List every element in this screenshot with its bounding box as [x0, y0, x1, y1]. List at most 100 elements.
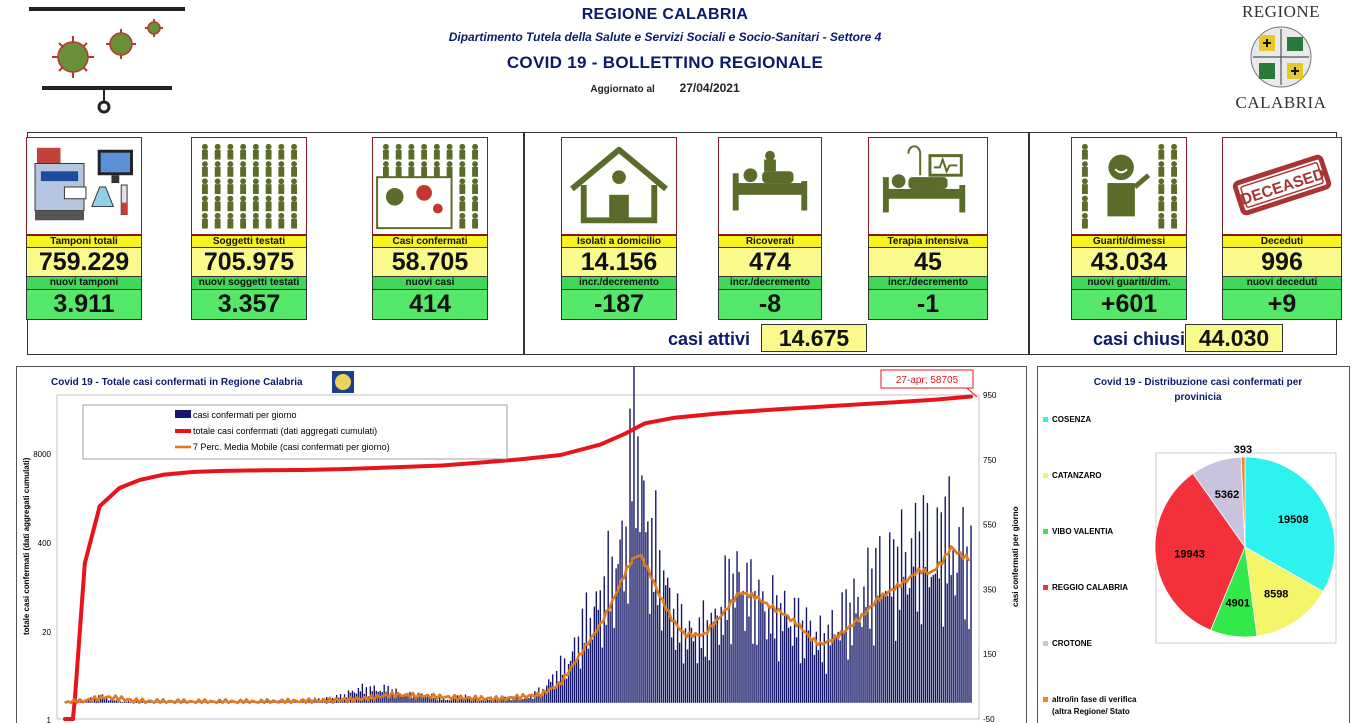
person-icon	[1158, 161, 1165, 167]
daily-bar	[417, 693, 419, 703]
daily-bar	[266, 700, 268, 703]
daily-bar	[577, 636, 580, 703]
person-icon	[227, 184, 234, 195]
daily-bar	[892, 539, 895, 703]
daily-bar	[740, 593, 742, 703]
daily-bar	[621, 520, 623, 703]
daily-bar	[954, 595, 956, 703]
daily-bar	[415, 698, 417, 703]
person-icon	[227, 195, 234, 202]
daily-bar	[129, 701, 132, 703]
pie-title-line1: Covid 19 - Distribuzione casi confermati…	[1094, 377, 1302, 388]
daily-bar	[690, 627, 693, 703]
daily-bar	[774, 638, 776, 703]
daily-bar	[480, 700, 483, 703]
daily-bar	[914, 502, 917, 703]
person-icon	[240, 143, 247, 150]
daily-bar	[857, 596, 859, 703]
stat-label: Tamponi totali	[26, 235, 142, 248]
person-icon	[214, 212, 221, 219]
daily-bar	[823, 633, 825, 703]
daily-bar	[865, 607, 867, 703]
daily-bar	[419, 696, 421, 703]
daily-bar	[107, 700, 110, 703]
person-icon	[1171, 218, 1177, 229]
daily-bar	[793, 597, 796, 703]
daily-bar	[712, 621, 714, 703]
person-icon	[459, 166, 466, 177]
daily-bar	[462, 699, 465, 703]
daily-bar	[383, 684, 385, 703]
daily-bar	[853, 578, 855, 703]
person-icon	[1158, 143, 1165, 150]
daily-bar	[682, 663, 685, 703]
daily-bar	[906, 594, 909, 703]
stat-sublabel: nuovi tamponi	[26, 277, 142, 290]
legend-item: 7 Perc. Media Mobile (casi confermati pe…	[193, 442, 390, 452]
person-icon	[1158, 166, 1165, 177]
daily-bar	[732, 573, 734, 703]
person-icon	[214, 143, 221, 150]
daily-bar	[657, 605, 659, 703]
daily-bar	[623, 591, 625, 703]
daily-bar	[460, 695, 463, 703]
stat-subvalue: 3.357	[191, 290, 307, 320]
stat-card-terapia: Terapia intensiva 45 incr./decremento -1	[868, 137, 988, 320]
daily-bar	[916, 611, 919, 703]
daily-bar	[968, 629, 970, 703]
daily-bar	[801, 620, 804, 703]
daily-bar	[429, 696, 431, 703]
daily-bar	[960, 555, 962, 703]
person-icon	[459, 178, 466, 185]
stat-value: 45	[868, 248, 988, 277]
stat-value: 474	[718, 248, 822, 277]
daily-bar	[728, 558, 730, 703]
daily-bar	[496, 699, 498, 703]
person-icon	[421, 149, 428, 160]
daily-bar	[115, 700, 118, 703]
stat-subvalue: 3.911	[26, 290, 142, 320]
daily-bar	[103, 698, 106, 703]
daily-bar	[940, 512, 942, 703]
person-icon	[472, 212, 478, 219]
daily-bar	[742, 590, 744, 703]
person-icon	[382, 149, 389, 160]
person-icon	[278, 218, 285, 229]
daily-bar	[885, 590, 887, 703]
person-icon	[1158, 184, 1165, 195]
daily-bar	[109, 699, 112, 703]
person-icon	[278, 178, 285, 185]
daily-bar	[920, 624, 923, 703]
daily-bar	[797, 597, 800, 703]
daily-bar	[928, 587, 931, 703]
daily-bar	[583, 643, 586, 703]
daily-bar	[883, 595, 885, 703]
person-icon	[433, 143, 440, 150]
daily-bar	[932, 575, 935, 703]
daily-bar	[601, 647, 603, 703]
person-icon	[382, 161, 389, 167]
legend-item: CATANZARO	[1052, 471, 1101, 480]
person-icon	[252, 166, 259, 177]
person-icon	[227, 161, 234, 167]
person-icon	[446, 149, 453, 160]
daily-bar	[99, 698, 102, 703]
person-icon	[382, 166, 389, 177]
infected-person-icon	[372, 137, 488, 235]
daily-bar	[700, 648, 703, 703]
stat-label: Casi confermati	[372, 235, 488, 248]
person-icon	[227, 149, 234, 160]
person-icon	[201, 166, 208, 177]
person-icon	[1081, 143, 1088, 150]
person-icon	[240, 178, 247, 185]
daily-bar	[627, 603, 629, 703]
coat-of-arms-icon	[1250, 26, 1312, 88]
person-icon	[433, 166, 440, 177]
cases-chart-svg: Covid 19 - Totale casi confermati in Reg…	[22, 367, 1020, 723]
daily-bar	[829, 645, 831, 703]
department-subtitle: Dipartimento Tutela della Salute e Servi…	[448, 30, 882, 44]
person-icon	[395, 161, 402, 167]
daily-bar	[272, 701, 274, 703]
person-icon	[1171, 166, 1177, 177]
daily-bar	[444, 700, 447, 703]
